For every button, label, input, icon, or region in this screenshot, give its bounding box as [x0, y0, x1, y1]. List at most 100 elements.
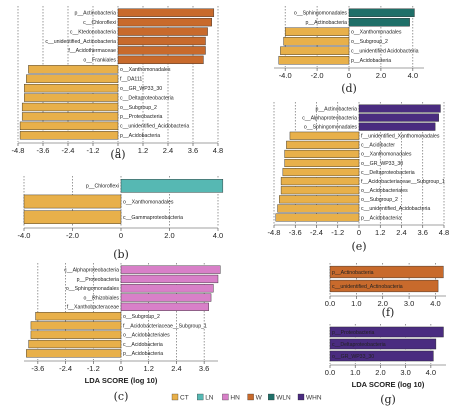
x-tick-label: 1.0 [350, 368, 360, 377]
legend-swatch [297, 393, 305, 401]
x-tick-label: -2.4 [62, 146, 75, 155]
x-tick-label: -3.6 [289, 228, 302, 237]
bar-label: c__unidentified_Actinobacteria [332, 284, 403, 290]
bar [120, 293, 212, 302]
bar [23, 210, 122, 224]
panel-letter: (c) [114, 390, 129, 403]
bar [329, 338, 437, 350]
x-tick-label: 4.0 [430, 299, 440, 308]
bar-label: c__Gammaproteobacteria [123, 215, 183, 221]
bar-label: c__unidentified_Acidobacteria [361, 206, 430, 212]
x-tick-label: 4.0 [408, 71, 418, 80]
x-tick-label: 3.6 [199, 364, 209, 373]
panel-f: p__Actinobacteria c__unidentified_Actinob… [325, 263, 446, 319]
x-tick-label: 0 [347, 71, 351, 80]
bar-label: o__GR_WP33_30 [332, 354, 374, 360]
bar [117, 55, 204, 65]
bar [30, 330, 122, 339]
bar-label: c__unidentified Acidobacteria [351, 49, 419, 55]
bar [284, 149, 360, 158]
x-tick-label: 1.2 [138, 146, 148, 155]
bar [30, 321, 122, 330]
x-tick-label: -4.8 [268, 228, 281, 237]
bar [358, 113, 439, 122]
bar-label: o__Frankiales [83, 58, 116, 64]
bar-label: p__Acidobacteria [120, 133, 160, 139]
panel-a: p__Actinobacteria c__Chloroflexi c__Ktedon… [12, 6, 223, 161]
bar-label: o__Acidobacteriales [361, 188, 408, 194]
panel-b: p__Chloroflexi o__Xanthomonadales c__Gamma… [18, 176, 224, 261]
bar-label: f__Acidobacteriaceae__Subgroup_1 [123, 323, 207, 329]
bar-label: c__Alphaproteobacteria [64, 267, 119, 273]
bar-label: c__Alphaproteobacteria [302, 115, 357, 121]
bar [35, 312, 122, 321]
bar-label: o__Xanthomonadales [351, 30, 402, 36]
bar-label: c__Ktedonobacteria [70, 29, 116, 35]
bar [117, 46, 206, 55]
bar [21, 102, 119, 112]
bar [26, 349, 122, 358]
bar-label: o__Subgroup_2 [120, 105, 157, 111]
x-tick-label: 4.0 [213, 231, 223, 240]
x-tick-label: 2.4 [163, 146, 173, 155]
bar [117, 36, 206, 46]
bar-label: o__Sphingomonadales [304, 124, 357, 130]
legend-swatch [247, 393, 254, 401]
bar-label: f__Xanthobacteraceae [67, 305, 119, 311]
legend-label: LN [205, 395, 214, 402]
panel-letter: (a) [110, 148, 125, 161]
bar [358, 104, 441, 113]
bar [286, 140, 360, 149]
bar [329, 265, 444, 279]
x-tick-label: 0 [357, 228, 361, 237]
bar [280, 46, 350, 55]
x-tick-label: -2.0 [66, 231, 79, 240]
bar [120, 274, 219, 284]
bar [120, 284, 214, 293]
bar [277, 204, 360, 213]
panel-g: p__Proteobacteria c__Deltaproteobacteriao… [325, 324, 446, 406]
bar-label: c__Deltaproteobacteria [332, 342, 386, 348]
x-tick-label: 3.0 [404, 299, 414, 308]
x-tick-label: 2.0 [375, 368, 385, 377]
bar-label: o__Subgroup_2 [361, 197, 398, 203]
x-tick-label: -4.8 [12, 146, 25, 155]
bar [282, 168, 360, 177]
panel-c: c__Alphaproteobacteria p__Proteobacteriao… [24, 263, 221, 403]
x-tick-label: 2.4 [171, 364, 181, 373]
x-tick-label: 0 [119, 364, 123, 373]
bar [21, 112, 119, 121]
bar-label: c__Chloroflexi [83, 20, 116, 26]
x-axis-title: LDA SCORE (log 10) [85, 376, 158, 385]
bar [26, 74, 119, 83]
bar [120, 302, 209, 311]
bar-label: p__Proteobacteria [77, 277, 120, 283]
bar [120, 265, 221, 274]
bar-label: p__Actinobacteria [315, 106, 357, 112]
legend-label: WHN [306, 395, 322, 402]
bar [329, 326, 444, 338]
bar [275, 213, 360, 222]
bar-label: p__Proteobacteria [332, 330, 375, 336]
panel-letter: (f) [382, 306, 395, 319]
bar-label: o__GR_WP33_30 [361, 161, 403, 167]
x-tick-label: 0.0 [325, 299, 335, 308]
bar-label: c__Deltaproteobacteria [120, 95, 174, 101]
bar [19, 131, 119, 140]
bar-label: p__Actinobacteria [74, 11, 116, 17]
bar-label: c__unidentified_Actinobacteria [45, 39, 116, 45]
bar [24, 83, 119, 93]
x-tick-label: 3.0 [400, 368, 410, 377]
legend-label: WLN [276, 395, 291, 402]
x-tick-label: 0 [119, 231, 123, 240]
bar [120, 179, 224, 193]
x-tick-label: -1.2 [331, 228, 344, 237]
bar-label: p__Acidobacteria [351, 58, 391, 64]
legend-swatch [222, 393, 229, 401]
x-tick-label: 0.0 [325, 368, 335, 377]
bar-label: c__Deltaproteobacteria [361, 170, 415, 176]
x-tick-label: 1.0 [351, 299, 361, 308]
x-tick-label: 2.0 [376, 71, 386, 80]
